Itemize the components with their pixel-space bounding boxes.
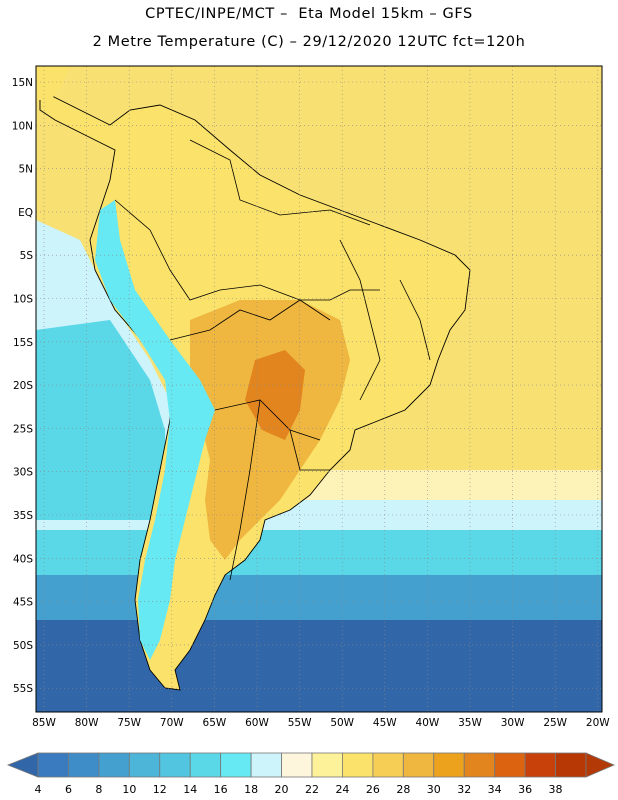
lon-tick-label: 40W — [416, 717, 440, 729]
andes-cold-ridge — [95, 200, 215, 660]
colorbar-label: 6 — [65, 783, 72, 796]
colorbar-label: 26 — [366, 783, 380, 796]
colorbar-label: 32 — [457, 783, 471, 796]
ocean-colder-band — [36, 575, 602, 620]
lon-tick-label: 25W — [543, 717, 567, 729]
colorbar-segment — [555, 752, 587, 778]
temperature-colorbar: 4 6 8 10 12 14 16 18 20 22 24 26 28 30 32 34 36 38 — [6, 752, 616, 796]
colorbar-label: 36 — [518, 783, 532, 796]
colorbar-label: 18 — [244, 783, 258, 796]
lat-tick-label: 50S — [13, 640, 33, 652]
lon-tick-label: 30W — [501, 717, 525, 729]
colorbar-label: 30 — [427, 783, 441, 796]
lon-tick-label: 45W — [373, 717, 397, 729]
lon-tick-label: 20W — [586, 717, 610, 729]
lon-tick-label: 55W — [288, 717, 312, 729]
colorbar-segment — [463, 752, 496, 778]
lat-tick-label: 55S — [13, 683, 33, 695]
lon-tick-label: 65W — [203, 717, 227, 729]
country-borders — [114, 139, 431, 581]
map-frame — [35, 65, 603, 713]
ocean-coldest-band — [36, 620, 602, 712]
latitude-tick-labels: 15N 10N 5N EQ 5S 10S 15S 20S 25S 30S 35S 40S 45S 50S 5… — [12, 77, 34, 695]
lat-tick-label: 25S — [13, 423, 33, 435]
lon-tick-label: 60W — [245, 717, 269, 729]
lon-tick-label: 35W — [458, 717, 482, 729]
lat-tick-label: 10N — [12, 120, 33, 132]
colorbar-under-arrow — [6, 752, 39, 778]
lat-tick-label: 40S — [13, 553, 33, 565]
colorbar-label: 8 — [95, 783, 102, 796]
colorbar-segment — [342, 752, 374, 778]
colorbar-label: 20 — [275, 783, 289, 796]
colorbar-segment — [281, 752, 313, 778]
map-title-line-1: CPTEC/INPE/MCT – Eta Model 15km – GFS — [145, 6, 473, 22]
lon-tick-label: 70W — [160, 717, 184, 729]
colorbar-label: 28 — [396, 783, 410, 796]
colorbar-segment — [189, 752, 222, 778]
colorbar-label: 24 — [335, 783, 349, 796]
lat-tick-label: 45S — [13, 597, 33, 609]
colorbar-segment — [402, 752, 435, 778]
colorbar-label: 22 — [305, 783, 319, 796]
lon-tick-label: 85W — [32, 717, 56, 729]
colorbar-label: 10 — [122, 783, 136, 796]
ocean-cold-band — [36, 530, 602, 575]
lat-tick-label: 35S — [13, 510, 33, 522]
colorbar-segment — [37, 752, 69, 778]
longitude-tick-labels: 85W 80W 75W 70W 65W 60W 55W 50W 45W 40W 35W 30W 25W 2… — [32, 717, 610, 729]
colorbar-label: 4 — [35, 783, 42, 796]
lat-tick-label: 5N — [18, 164, 33, 176]
colorbar-segment — [98, 752, 130, 778]
colorbar-segment — [311, 752, 343, 778]
lat-tick-label: 15S — [13, 337, 33, 349]
colorbar-label: 14 — [183, 783, 197, 796]
map-title-line-2: 2 Metre Temperature (C) – 29/12/2020 12U… — [92, 34, 526, 50]
pacific-cold-region — [36, 320, 165, 520]
colorbar-label: 12 — [153, 783, 167, 796]
colorbar-segment — [68, 752, 100, 778]
colorbar-segment — [372, 752, 404, 778]
lon-tick-label: 75W — [117, 717, 141, 729]
lon-tick-label: 50W — [330, 717, 354, 729]
lat-tick-label: 30S — [13, 467, 33, 479]
colorbar-over-arrow — [585, 752, 616, 778]
lat-tick-label: 15N — [12, 77, 33, 89]
lon-tick-label: 80W — [75, 717, 99, 729]
colorbar-segment — [524, 752, 556, 778]
lat-tick-label: 10S — [13, 294, 33, 306]
colorbar-label: 16 — [214, 783, 228, 796]
lat-tick-label: 5S — [20, 250, 34, 262]
colorbar-segment — [220, 752, 252, 778]
interior-hot-spot — [245, 350, 305, 440]
map-plot-area — [36, 66, 602, 712]
colorbar-segment — [159, 752, 191, 778]
central-america-land — [36, 66, 70, 100]
colorbar-label: 34 — [488, 783, 502, 796]
colorbar-label: 38 — [549, 783, 563, 796]
colorbar-segment — [494, 752, 526, 778]
colorbar-segment — [433, 752, 465, 778]
colorbar-segment — [250, 752, 282, 778]
lat-tick-label: 20S — [13, 380, 33, 392]
colorbar-segment — [128, 752, 161, 778]
lat-tick-label: EQ — [18, 207, 33, 219]
